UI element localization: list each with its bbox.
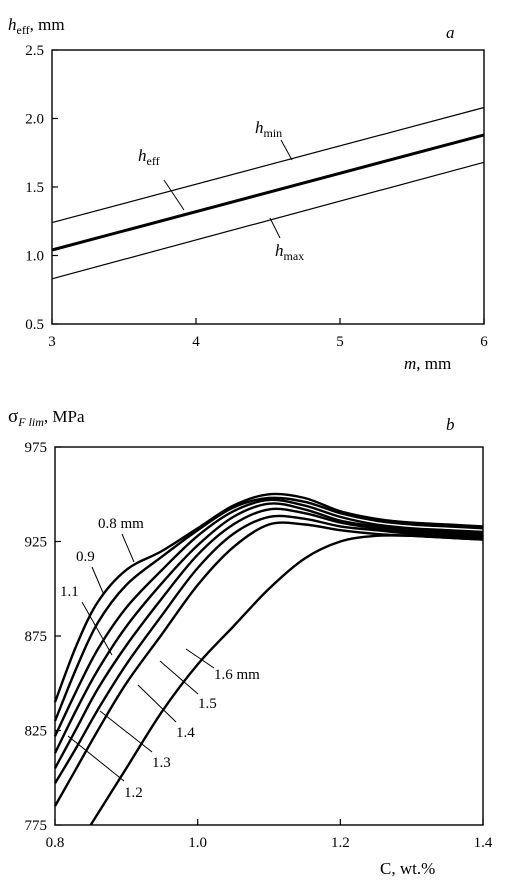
curve-label-1-4: 1.4 (176, 725, 195, 741)
b-y-tick-label: 875 (25, 629, 48, 645)
panel-b-letter: b (446, 415, 455, 434)
a-series-line-1 (51, 133, 485, 252)
b-y-tick-label: 925 (25, 535, 48, 551)
leader-1-5 (159, 660, 199, 695)
leader-hmin (280, 139, 293, 161)
b-series-line-3 (53, 502, 484, 754)
curve-label-hmax: hmax (275, 241, 304, 263)
leader-heff (163, 179, 185, 211)
curve-label-0-9: 0.9 (76, 549, 95, 565)
curve-label-1-1: 1.1 (60, 584, 79, 600)
panel-a-y-axis-label: heff, mm (8, 15, 65, 37)
panel-a-y-ticks: 0.5 1.0 1.5 2.0 2.5 (25, 43, 58, 333)
panel-a-x-ticks: 3 4 5 6 (48, 318, 488, 350)
panel-b-chart: σF lim, MPa b 0.8 1.0 1.2 1.4 775 825 875 925 9… (8, 406, 493, 878)
b-x-tick-label: 0.8 (46, 835, 65, 851)
leader-0-9 (91, 566, 105, 596)
a-series-line-0 (51, 106, 485, 224)
a-x-tick-label: 3 (48, 334, 56, 350)
leader-1-6mm (185, 648, 215, 669)
curve-label-1-2: 1.2 (124, 785, 143, 801)
a-y-tick-label: 0.5 (25, 317, 44, 333)
leader-1-1 (81, 601, 113, 656)
b-series-line-1 (53, 496, 484, 722)
a-x-tick-label: 6 (480, 334, 488, 350)
panel-b-x-axis-label: C, wt.% (380, 859, 435, 878)
curve-label-heff: heff (138, 146, 160, 168)
a-x-tick-label: 5 (336, 334, 344, 350)
curve-label-1-3: 1.3 (152, 755, 171, 771)
b-series-line-4 (53, 507, 484, 769)
b-x-tick-label: 1.0 (188, 835, 207, 851)
curve-label-hmin: hmin (255, 118, 282, 140)
panel-a-series (51, 106, 485, 280)
panel-b-x-ticks: 0.8 1.0 1.2 1.4 (46, 819, 493, 851)
panel-a-frame (51, 49, 485, 325)
b-x-tick-label: 1.4 (474, 835, 493, 851)
panel-a-x-axis-label: m, mm (404, 354, 451, 373)
a-series-line-2 (51, 161, 485, 280)
b-series-line-7 (89, 534, 484, 826)
leader-1-2 (67, 735, 125, 782)
curve-label-1-5: 1.5 (198, 696, 217, 712)
a-x-tick-label: 4 (192, 334, 200, 350)
b-series-line-0 (53, 492, 484, 703)
a-y-tick-label: 2.5 (25, 43, 44, 59)
leader-1-3 (99, 710, 153, 753)
b-series-line-2 (53, 498, 484, 737)
b-y-tick-label: 975 (25, 440, 48, 456)
leader-1-4 (137, 684, 177, 723)
a-y-tick-label: 1.0 (25, 249, 44, 265)
b-y-tick-label: 825 (25, 724, 48, 740)
curve-label-0-8mm: 0.8 mm (98, 516, 144, 532)
b-series-line-5 (53, 514, 484, 785)
b-y-tick-label: 775 (25, 818, 48, 834)
panel-b-y-ticks: 775 825 875 925 975 (25, 440, 61, 834)
panel-a-chart: heff, mm a 3 4 5 6 0.5 1.0 1.5 2.0 2.5 hmin hef… (8, 15, 488, 373)
b-x-tick-label: 1.2 (331, 835, 350, 851)
panel-a-letter: a (446, 23, 455, 42)
a-y-tick-label: 1.5 (25, 180, 44, 196)
curve-label-1-6mm: 1.6 mm (214, 667, 260, 683)
panel-b-y-axis-label: σF lim, MPa (8, 406, 85, 429)
panel-b-series (53, 492, 484, 826)
b-series-line-6 (53, 521, 484, 807)
a-y-tick-label: 2.0 (25, 112, 44, 128)
leader-0-8mm (121, 533, 135, 563)
leader-hmax (269, 217, 281, 239)
